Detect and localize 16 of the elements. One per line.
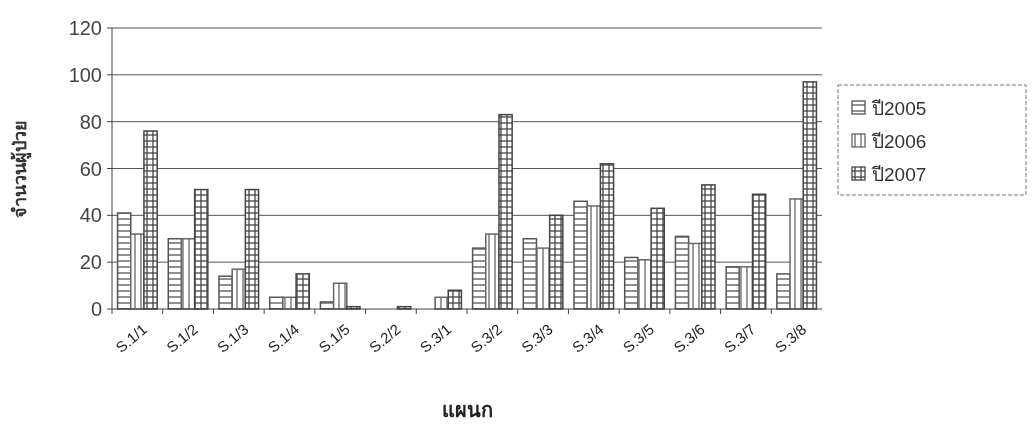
y-tick-label: 80 [79, 110, 102, 133]
legend-label: ปี2005 [871, 97, 927, 119]
y-tick-label: 40 [79, 204, 102, 227]
y-axis-title: จำนวนผู้ป่วย [10, 119, 32, 218]
bar [586, 205, 602, 310]
bar [231, 268, 247, 310]
legend-label: ปี2007 [871, 163, 927, 185]
y-tick-label: 100 [68, 63, 102, 86]
bar [332, 282, 348, 310]
x-axis-title: แผนก [441, 399, 493, 421]
y-tick-label: 0 [90, 298, 102, 320]
bar [725, 266, 741, 310]
y-tick-label: 20 [79, 251, 102, 274]
y-tick-label: 60 [79, 157, 102, 180]
y-tick-label: 120 [68, 17, 102, 39]
legend-label: ปี2006 [871, 130, 927, 152]
